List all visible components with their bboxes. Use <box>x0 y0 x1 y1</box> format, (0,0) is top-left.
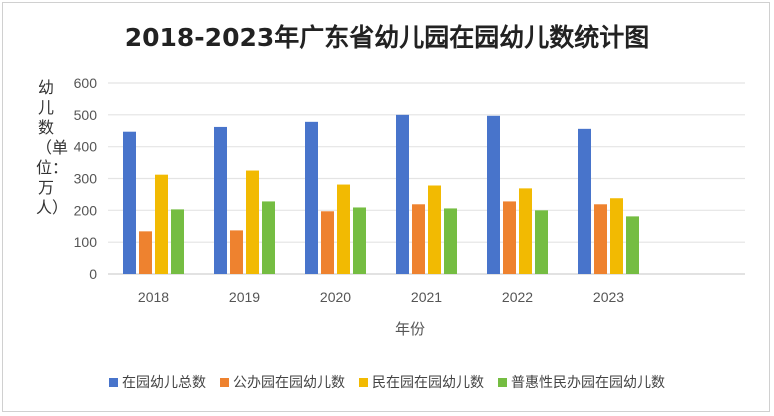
bar-2022-1 <box>503 201 516 274</box>
legend-item: 公办园在园幼儿数 <box>220 372 345 392</box>
y-tick-label: 400 <box>74 139 98 155</box>
bar-2022-0 <box>487 115 500 274</box>
x-tick-label: 2019 <box>229 289 260 305</box>
bar-2019-1 <box>230 230 243 274</box>
bar-2018-3 <box>171 209 184 274</box>
legend-item: 民在园在园幼儿数 <box>359 372 484 392</box>
y-tick-label: 300 <box>74 171 98 187</box>
bar-2023-0 <box>578 128 591 274</box>
bar-2022-2 <box>519 188 532 274</box>
bar-2023-1 <box>594 204 607 274</box>
legend: 在园幼儿总数 公办园在园幼儿数 民在园在园幼儿数 普惠性民办园在园幼儿数 <box>0 372 774 392</box>
bar-2018-0 <box>123 131 136 274</box>
bar-2019-0 <box>214 126 227 275</box>
x-tick-label: 2020 <box>320 289 351 305</box>
bar-2021-1 <box>412 204 425 274</box>
legend-swatch <box>498 377 507 387</box>
legend-label: 民在园在园幼儿数 <box>372 375 484 391</box>
bar-2023-2 <box>610 198 623 274</box>
x-tick-label: 2023 <box>593 289 624 305</box>
y-tick-label: 500 <box>74 107 98 123</box>
legend-swatch <box>109 377 118 387</box>
bar-2020-0 <box>305 121 318 274</box>
bar-2019-3 <box>262 201 275 274</box>
bar-2021-2 <box>428 185 441 274</box>
bar-2020-1 <box>321 211 334 274</box>
bar-2021-3 <box>444 208 457 274</box>
legend-label: 在园幼儿总数 <box>122 375 206 391</box>
bar-2022-3 <box>535 210 548 274</box>
bar-2019-2 <box>246 170 259 274</box>
chart-title: 2018-2023年广东省幼儿园在园幼儿数统计图 <box>124 23 650 52</box>
y-tick-label: 600 <box>74 75 98 91</box>
y-tick-label: 200 <box>74 202 98 218</box>
legend-item: 在园幼儿总数 <box>109 372 206 392</box>
bar-2020-3 <box>353 207 366 274</box>
legend-item: 普惠性民办园在园幼儿数 <box>498 372 665 392</box>
x-tick-label: 2021 <box>411 289 442 305</box>
bar-2021-0 <box>396 114 409 274</box>
bar-2020-2 <box>337 184 350 274</box>
chart-frame <box>2 2 770 412</box>
bar-2018-1 <box>139 231 152 274</box>
legend-swatch <box>359 377 368 387</box>
y-tick-label: 100 <box>74 234 98 250</box>
bar-2023-3 <box>626 216 639 274</box>
bar-2018-2 <box>155 174 168 274</box>
legend-swatch <box>220 377 229 387</box>
x-tick-label: 2018 <box>138 289 169 305</box>
legend-label: 公办园在园幼儿数 <box>233 375 345 391</box>
legend-label: 普惠性民办园在园幼儿数 <box>511 375 665 391</box>
x-tick-label: 2022 <box>502 289 533 305</box>
x-axis-label: 年份 <box>395 320 426 338</box>
y-tick-label: 0 <box>89 266 97 282</box>
